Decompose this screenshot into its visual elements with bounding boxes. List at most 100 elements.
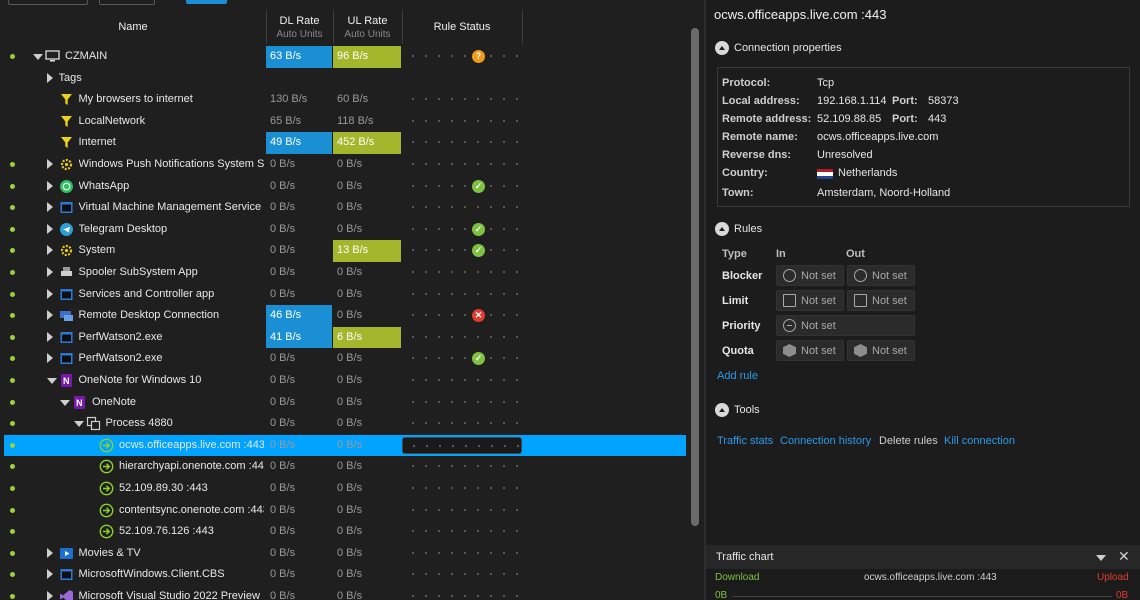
chevron-down-icon[interactable] (1096, 555, 1106, 561)
toolbar-dropdown-2[interactable] (99, 0, 155, 5)
collapse-icon[interactable] (715, 41, 729, 55)
toolbar-dropdown[interactable] (8, 0, 88, 5)
rule-status-cell[interactable] (402, 458, 522, 475)
rule-status-cell[interactable] (402, 372, 522, 389)
rule-status-cell[interactable] (402, 502, 522, 519)
rule-status-cell[interactable] (402, 545, 522, 562)
rule-status-cell[interactable] (402, 199, 522, 216)
rule-status-cell[interactable] (402, 480, 522, 497)
table-row[interactable]: Spooler SubSystem App 0 B/s 0 B/s (0, 262, 688, 284)
add-rule-link[interactable]: Add rule (717, 370, 758, 382)
blocker-out-button[interactable]: Not set (847, 265, 915, 286)
table-row[interactable]: System 0 B/s 13 B/s ✓ (0, 240, 688, 262)
rule-status-cell[interactable] (402, 48, 522, 65)
table-row[interactable]: WhatsApp 0 B/s 0 B/s ✓ (0, 176, 688, 198)
column-dl-rate[interactable]: DL Rate Auto Units (266, 10, 333, 44)
table-row[interactable]: Windows Push Notifications System Servic… (0, 154, 688, 176)
rule-status-cell[interactable] (402, 286, 522, 303)
table-row[interactable]: MicrosoftWindows.Client.CBS 0 B/s 0 B/s (0, 564, 688, 586)
table-row[interactable]: CZMAIN 63 B/s 96 B/s? (0, 46, 688, 68)
rule-value: Not set (872, 270, 907, 282)
expand-arrow-icon[interactable] (46, 569, 53, 580)
table-row[interactable]: PerfWatson2.exe 41 B/s 6 B/s (0, 326, 688, 349)
expand-arrow-icon[interactable] (46, 310, 53, 321)
collapse-arrow-icon[interactable] (73, 421, 84, 428)
table-row[interactable]: hierarchyapi.onenote.com :443 0 B/s 0 B/s (0, 456, 688, 478)
table-row[interactable]: My browsers to internet 130 B/s 60 B/s (0, 89, 688, 111)
table-row[interactable]: Remote Desktop Connection 46 B/s 0 B/s ✕ (0, 305, 688, 327)
collapse-icon[interactable] (715, 403, 729, 417)
expand-arrow-icon[interactable] (46, 245, 53, 256)
blocker-in-button[interactable]: Not set (776, 265, 844, 286)
expand-arrow-icon[interactable] (46, 159, 53, 169)
collapse-arrow-icon[interactable] (60, 399, 70, 406)
rule-status-cell[interactable] (402, 113, 522, 130)
expand-arrow-icon[interactable] (46, 72, 53, 83)
kill-connection-link[interactable]: Kill connection (944, 435, 1015, 447)
column-divider[interactable] (522, 10, 523, 44)
quota-in-button[interactable]: Not set (776, 340, 844, 361)
rule-status-cell[interactable] (402, 350, 522, 367)
expand-arrow-icon[interactable] (46, 223, 53, 234)
pane-splitter[interactable] (704, 0, 706, 600)
expand-arrow-icon[interactable] (46, 591, 53, 600)
rule-status-cell[interactable] (402, 242, 522, 259)
table-row[interactable]: contentsync.onenote.com :443 0 B/s 0 B/s (0, 500, 688, 522)
rule-status-cell[interactable] (402, 91, 522, 108)
limit-out-button[interactable]: Not set (847, 290, 915, 311)
collapse-icon[interactable] (715, 222, 729, 236)
rule-status-cell[interactable] (402, 264, 522, 281)
collapse-arrow-icon[interactable] (46, 378, 57, 384)
rule-status-cell[interactable] (402, 588, 522, 600)
column-rule-status[interactable]: Rule Status (402, 10, 522, 44)
table-row[interactable]: Microsoft Visual Studio 2022 Preview 0 B/… (0, 586, 688, 600)
table-row-selected[interactable]: ocws.officeapps.live.com :443 0 B/s 0 B/s (0, 434, 688, 457)
expand-arrow-icon[interactable] (46, 288, 53, 299)
expand-arrow-icon[interactable] (46, 267, 53, 277)
expand-arrow-icon[interactable] (46, 202, 53, 213)
limit-in-button[interactable]: Not set (776, 290, 844, 311)
table-row[interactable]: Services and Controller app 0 B/s 0 B/s (0, 284, 688, 306)
rule-status-cell[interactable] (402, 566, 522, 583)
expand-arrow-icon[interactable] (46, 547, 53, 558)
table-row[interactable]: Tags (0, 68, 688, 90)
table-row[interactable]: Process 4880 0 B/s 0 B/s (0, 413, 688, 435)
rule-status-cell[interactable] (402, 415, 522, 432)
collapse-arrow-icon[interactable] (33, 54, 43, 60)
quota-out-button[interactable]: Not set (847, 340, 915, 361)
priority-button[interactable]: Not set (776, 315, 915, 336)
rule-status-cell[interactable] (402, 523, 522, 540)
column-divider[interactable] (333, 10, 334, 44)
rule-status-cell[interactable] (402, 394, 522, 411)
column-name[interactable]: Name (0, 10, 266, 44)
rule-status-cell[interactable] (402, 436, 522, 454)
toolbar-accent-button[interactable] (186, 0, 227, 4)
column-divider[interactable] (266, 10, 267, 44)
table-row[interactable]: Virtual Machine Management Service 0 B/s 0… (0, 197, 688, 219)
close-icon[interactable]: ✕ (1118, 548, 1130, 564)
table-row[interactable]: LocalNetwork 65 B/s 118 B/s (0, 111, 688, 133)
table-row[interactable]: 52.109.89.30 :443 0 B/s 0 B/s (0, 478, 688, 500)
table-row[interactable]: Telegram Desktop 0 B/s 0 B/s ✓ (0, 219, 688, 241)
table-row[interactable]: N OneNote 0 B/s 0 B/s (0, 392, 688, 414)
rule-status-cell[interactable] (402, 178, 522, 195)
connection-history-link[interactable]: Connection history (780, 435, 872, 447)
rule-status-cell[interactable] (402, 329, 522, 346)
table-row[interactable]: 52.109.76.126 :443 0 B/s 0 B/s (0, 521, 688, 543)
column-ul-rate[interactable]: UL Rate Auto Units (333, 10, 402, 44)
traffic-stats-link[interactable]: Traffic stats (717, 435, 774, 447)
rule-status-cell[interactable] (402, 221, 522, 238)
delete-rules-link[interactable]: Delete rules (879, 435, 938, 447)
rule-status-cell[interactable] (402, 134, 522, 151)
table-row[interactable]: PerfWatson2.exe 0 B/s 0 B/s ✓ (0, 348, 688, 370)
rule-status-cell[interactable] (402, 156, 522, 173)
rule-status-cell[interactable] (402, 307, 522, 324)
scrollbar-thumb[interactable] (691, 28, 699, 526)
expand-arrow-icon[interactable] (46, 180, 53, 191)
expand-arrow-icon[interactable] (46, 331, 53, 342)
table-row[interactable]: N OneNote for Windows 10 0 B/s 0 B/s (0, 370, 688, 392)
column-divider[interactable] (402, 10, 403, 44)
expand-arrow-icon[interactable] (46, 353, 53, 364)
table-row[interactable]: Internet 49 B/s 452 B/s (0, 132, 688, 154)
table-row[interactable]: Movies & TV 0 B/s 0 B/s (0, 543, 688, 565)
